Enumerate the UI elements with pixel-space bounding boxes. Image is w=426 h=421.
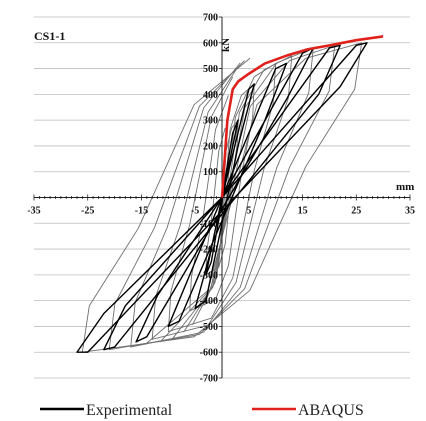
legend-abaqus-label: ABAQUS bbox=[298, 402, 364, 419]
x-axis-label: mm bbox=[396, 181, 414, 193]
x-tick-label: 35 bbox=[405, 206, 415, 217]
y-tick-label: -700 bbox=[200, 374, 218, 385]
experimental-loop-6 bbox=[81, 42, 363, 353]
x-tick-label: 5 bbox=[246, 206, 251, 217]
y-tick-label: 100 bbox=[203, 167, 218, 178]
y-tick-label: -300 bbox=[200, 270, 218, 281]
y-axis-label: kN bbox=[220, 38, 232, 52]
x-ticks: -35 -25 -15 -5 5 15 25 35 bbox=[27, 194, 415, 217]
experimental-loop-5 bbox=[108, 44, 336, 351]
y-tick-label: 600 bbox=[203, 38, 218, 49]
y-tick-label: 400 bbox=[203, 90, 218, 101]
x-tick-label: -5 bbox=[191, 206, 199, 217]
y-tick-label: -600 bbox=[200, 348, 218, 359]
chart-title: CS1-1 bbox=[34, 29, 65, 43]
legend-experimental-label: Experimental bbox=[86, 402, 173, 419]
series bbox=[76, 35, 384, 353]
y-tick-label: 700 bbox=[203, 13, 218, 24]
x-tick-label: 15 bbox=[298, 206, 308, 217]
series-abaqus-line bbox=[220, 35, 384, 198]
y-tick-label: -500 bbox=[200, 322, 218, 333]
x-tick-label: -25 bbox=[81, 206, 94, 217]
y-tick-label: 500 bbox=[203, 64, 218, 75]
y-tick-label: -400 bbox=[200, 296, 218, 307]
y-tick-label: 200 bbox=[203, 141, 218, 152]
x-tick-label: -15 bbox=[135, 206, 148, 217]
legend: Experimental ABAQUS bbox=[40, 402, 364, 419]
x-tick-label: -35 bbox=[27, 206, 40, 217]
experimental-loop-3 bbox=[151, 55, 293, 340]
experimental-loop-2 bbox=[167, 62, 277, 333]
y-tick-label: 300 bbox=[203, 116, 218, 127]
x-tick-label: 25 bbox=[351, 206, 361, 217]
